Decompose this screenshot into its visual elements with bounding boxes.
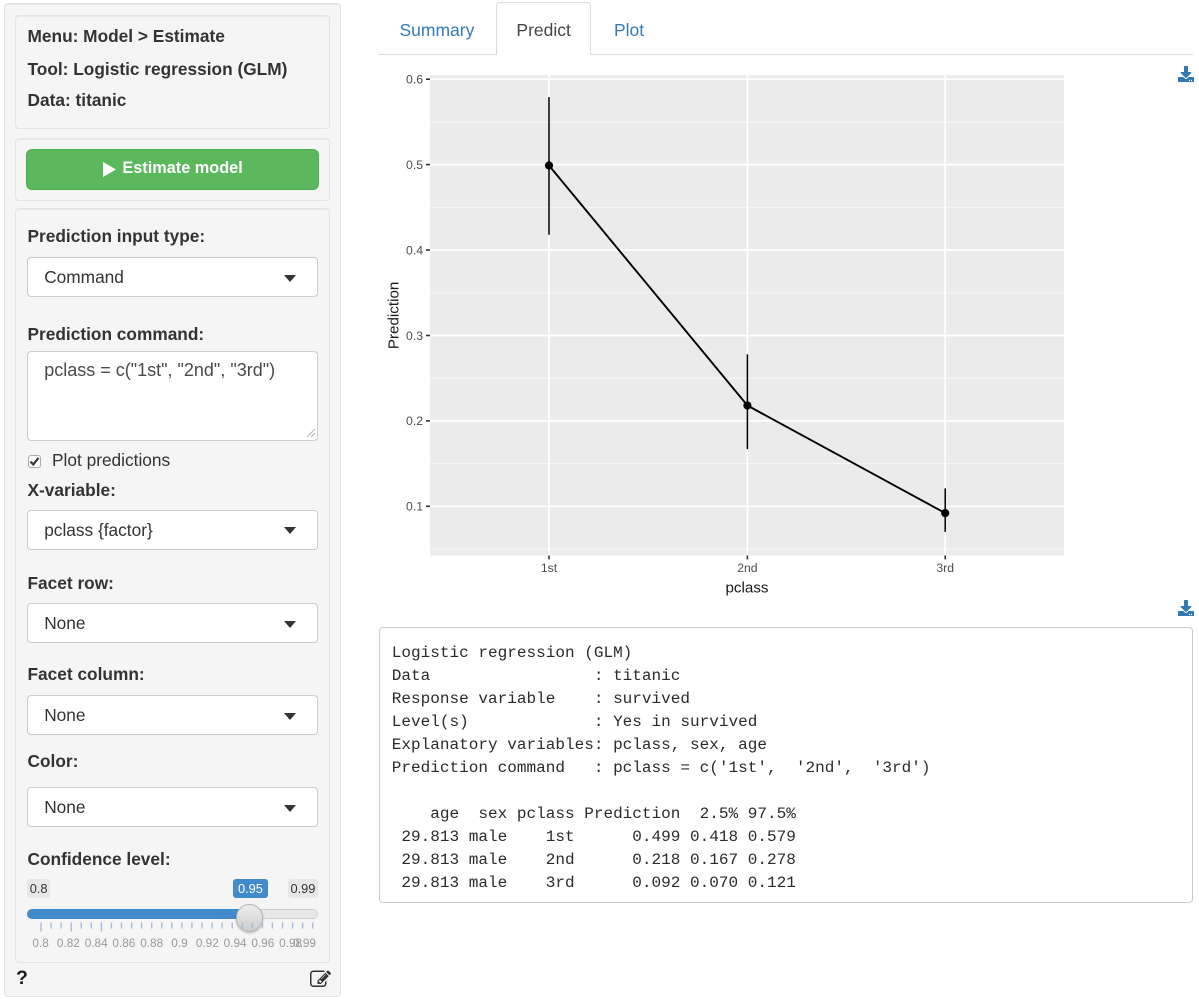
svg-text:pclass: pclass [725, 580, 768, 597]
svg-text:0.8: 0.8 [32, 936, 49, 950]
svg-text:0.4: 0.4 [406, 243, 423, 257]
svg-text:0.94: 0.94 [224, 936, 247, 950]
svg-text:0.5: 0.5 [406, 158, 423, 172]
svg-text:0.96: 0.96 [251, 936, 274, 950]
svg-text:0.92: 0.92 [196, 936, 219, 950]
svg-text:0.98: 0.98 [279, 936, 302, 950]
svg-text:0.9: 0.9 [171, 936, 187, 950]
svg-text:0.86: 0.86 [112, 936, 135, 950]
svg-text:Prediction: Prediction [386, 282, 403, 350]
svg-text:0.1: 0.1 [406, 500, 423, 514]
svg-text:0.3: 0.3 [406, 329, 423, 343]
svg-text:0.99: 0.99 [293, 936, 316, 950]
svg-text:0.6: 0.6 [406, 73, 423, 87]
svg-text:1st: 1st [541, 561, 558, 575]
svg-text:0.82: 0.82 [57, 936, 80, 950]
svg-text:0.2: 0.2 [406, 414, 423, 428]
svg-text:0.84: 0.84 [85, 936, 108, 950]
svg-text:2nd: 2nd [737, 561, 757, 575]
svg-text:3rd: 3rd [936, 561, 954, 575]
svg-text:0.88: 0.88 [140, 936, 163, 950]
